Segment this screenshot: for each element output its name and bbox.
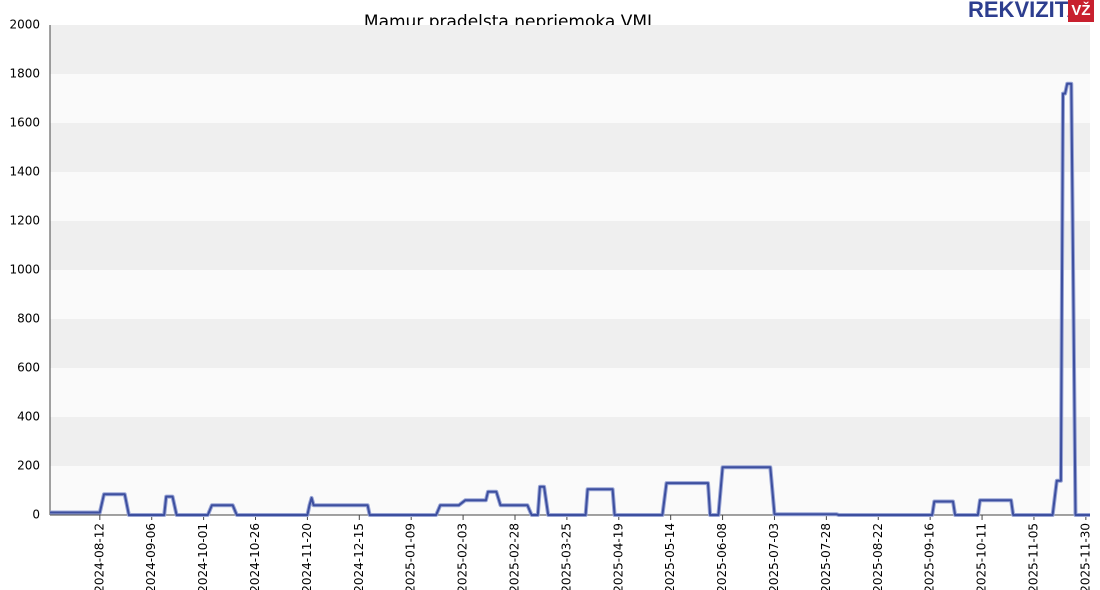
grid-band <box>50 417 1090 466</box>
y-tick-label: 1200 <box>9 214 40 228</box>
y-tick-label: 1800 <box>9 67 40 81</box>
x-tick-label: 2025-11-30 <box>1078 523 1092 590</box>
y-tick-label: 600 <box>17 361 40 375</box>
y-tick-label: 800 <box>17 312 40 326</box>
x-tick-label: 2025-07-28 <box>819 523 833 590</box>
x-tick-label: 2025-05-14 <box>663 523 677 590</box>
y-tick-label: 1400 <box>9 165 40 179</box>
x-tick-label: 2024-10-01 <box>196 523 210 590</box>
grid-band <box>50 25 1090 74</box>
y-tick-label: 1600 <box>9 116 40 130</box>
x-tick-label: 2025-10-11 <box>975 523 989 590</box>
x-tick-label: 2025-06-08 <box>715 523 729 590</box>
y-tick-label: 2000 <box>9 18 40 32</box>
x-tick-label: 2025-08-22 <box>871 523 885 590</box>
x-tick-label: 2024-12-15 <box>352 523 366 590</box>
y-tick-label: 400 <box>17 410 40 424</box>
x-tick-label: 2025-09-16 <box>923 523 937 590</box>
y-tick-label: 1000 <box>9 263 40 277</box>
x-tick-label: 2025-01-09 <box>404 523 418 590</box>
logo-badge-bg <box>1068 0 1094 22</box>
grid-band <box>50 123 1090 172</box>
x-tick-label: 2025-02-28 <box>507 523 521 590</box>
x-tick-label: 2025-04-19 <box>611 523 625 590</box>
logo: REKVIZITAI <box>968 0 1089 22</box>
x-tick-label: 2025-07-03 <box>767 523 781 590</box>
grid-band <box>50 221 1090 270</box>
x-tick-label: 2025-03-25 <box>559 523 573 590</box>
x-tick-label: 2025-11-05 <box>1026 523 1040 590</box>
grid-band <box>50 319 1090 368</box>
x-tick-label: 2024-11-20 <box>300 523 314 590</box>
x-tick-label: 2025-02-03 <box>456 523 470 590</box>
line <box>50 82 1090 516</box>
x-tick-label: 2024-10-26 <box>248 523 262 590</box>
y-tick-label: 0 <box>32 508 40 522</box>
logo-badge: VŽ <box>1071 1 1090 19</box>
y-tick-label: 200 <box>17 459 40 473</box>
x-tick-label: 2024-08-12 <box>92 523 106 590</box>
x-tick-label: 2024-09-06 <box>144 523 158 590</box>
